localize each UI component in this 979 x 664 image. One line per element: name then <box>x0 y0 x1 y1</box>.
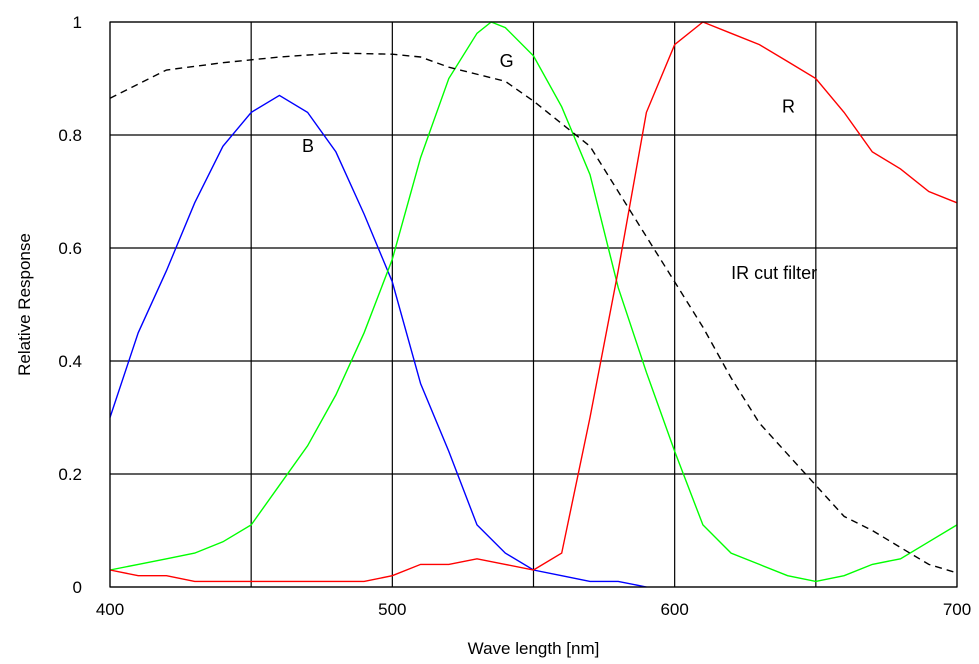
curve-annotations: B G R IR cut filter <box>302 51 817 283</box>
x-tick-label: 700 <box>943 600 971 619</box>
plot-frame <box>109 21 958 588</box>
y-tick-label: 0.6 <box>58 239 82 258</box>
y-tick-label: 0 <box>73 578 82 597</box>
y-axis-title: Relative Response <box>15 233 34 376</box>
curve-label: IR cut filter <box>731 263 817 283</box>
y-tick-label: 1 <box>73 13 82 32</box>
x-axis-title: Wave length [nm] <box>468 639 600 658</box>
series-layer <box>109 21 958 588</box>
y-tick-label: 0.8 <box>58 126 82 145</box>
grid <box>109 21 958 588</box>
series-line-ir-cut-filter <box>109 52 958 574</box>
x-tick-label: 600 <box>660 600 688 619</box>
series-line-r <box>109 21 958 583</box>
curve-label: G <box>500 51 514 71</box>
series-line-g <box>109 21 958 583</box>
y-tick-labels: 0 0.2 0.4 0.6 0.8 1 <box>58 13 82 597</box>
x-tick-label: 400 <box>96 600 124 619</box>
x-tick-labels: 400 500 600 700 <box>96 600 971 619</box>
curve-label: R <box>782 96 795 116</box>
y-tick-label: 0.2 <box>58 465 82 484</box>
x-tick-label: 500 <box>378 600 406 619</box>
curve-label: B <box>302 136 314 156</box>
y-tick-label: 0.4 <box>58 352 82 371</box>
series-line-b <box>109 94 647 588</box>
